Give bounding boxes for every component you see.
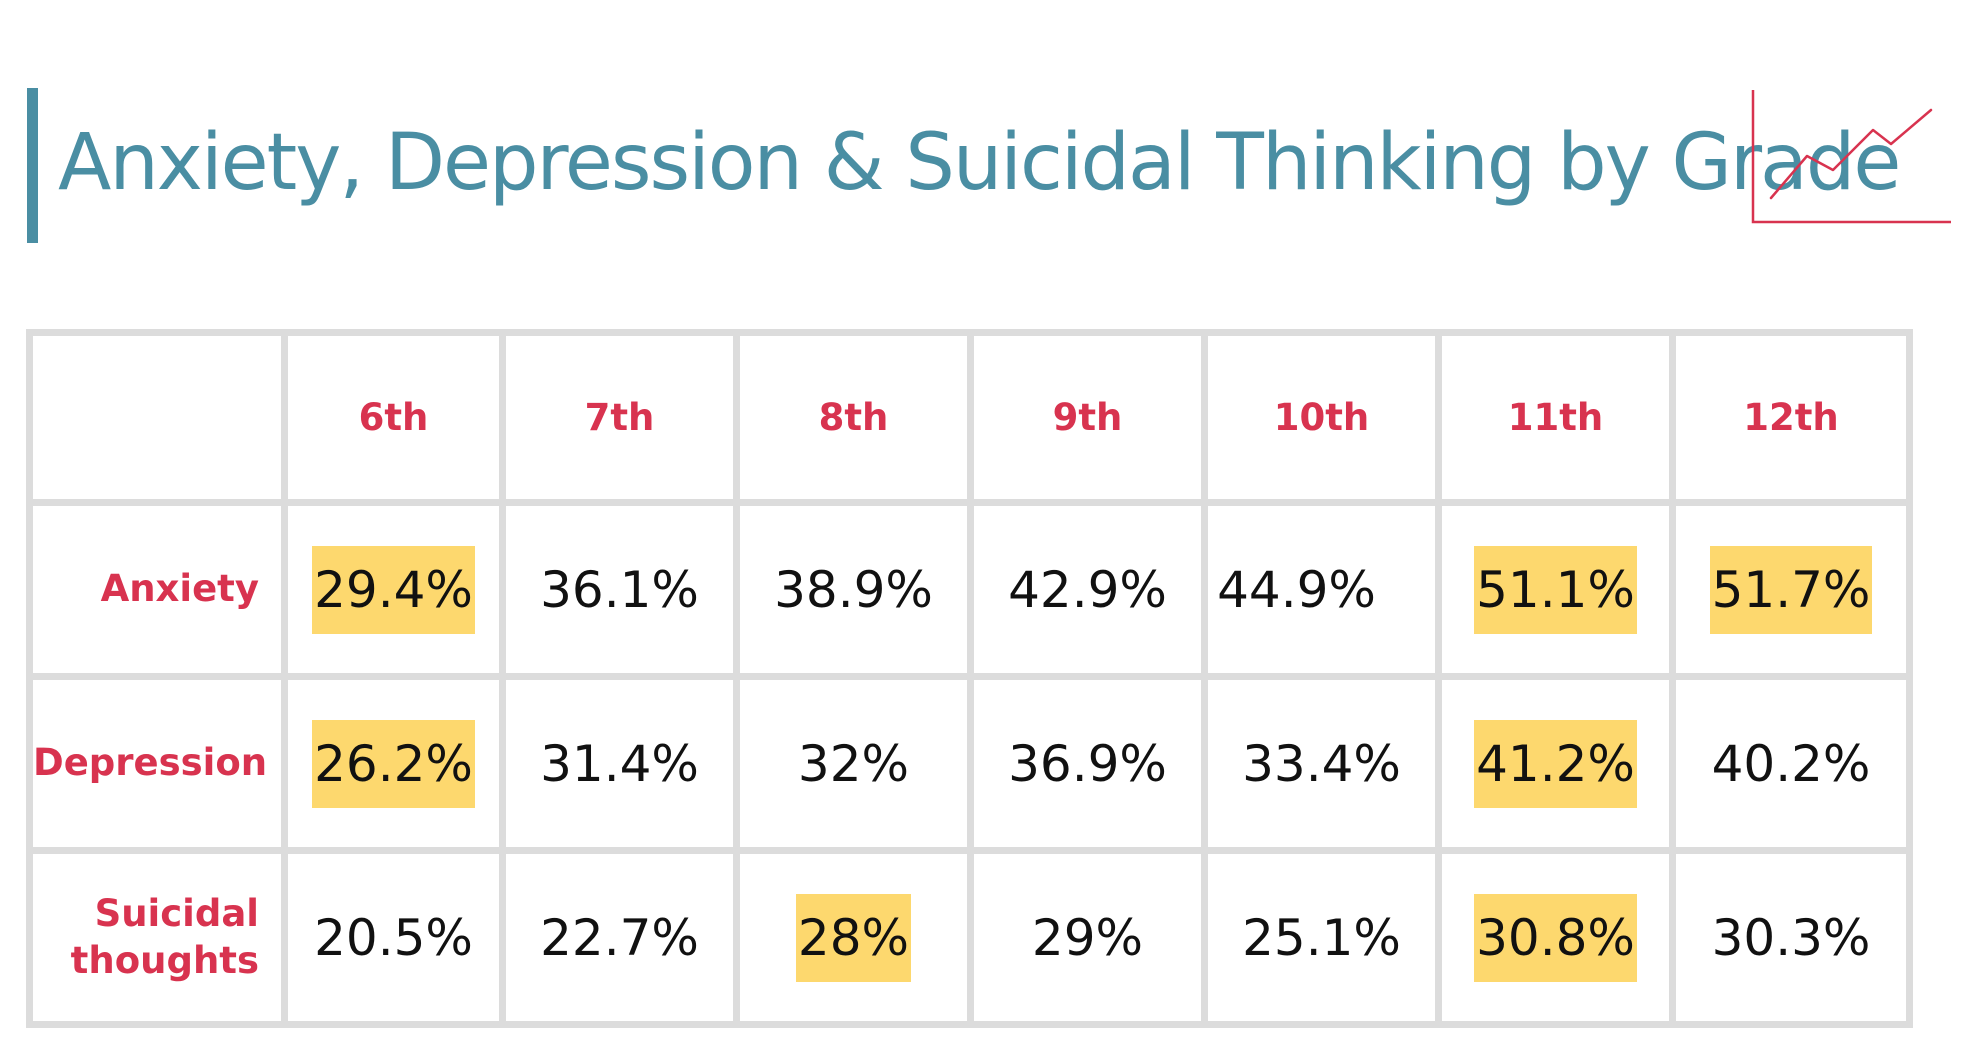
cell-value: 30.3% [1711,908,1871,967]
column-header: 8th [733,329,974,506]
cell-value: 40.2% [1711,734,1871,793]
cell-value: 29% [1031,908,1144,967]
column-header: 7th [499,329,740,506]
cell-value: 41.2% [1474,719,1637,808]
row-label-depression: Depression [26,673,288,854]
row-label-line: thoughts [70,938,259,982]
row-label-line: Suicidal [94,892,259,936]
row-label-suicidal-thoughts: Suicidal thoughts [26,847,288,1028]
data-cell: 36.9% [967,673,1208,854]
data-cell: 30.8% [1435,847,1676,1028]
data-cell: 36.1% [499,499,740,680]
cell-value: 38.9% [774,560,933,619]
cell-value: 26.2% [312,719,475,808]
row-label-anxiety: Anxiety [26,499,288,680]
data-cell: 38.9% [733,499,974,680]
column-header: 10th [1201,329,1442,506]
cell-value: 36.9% [1008,734,1167,793]
cell-value: 25.1% [1242,908,1401,967]
cell-value: 22.7% [540,908,699,967]
data-cell: 32% [733,673,974,854]
data-cell: 41.2% [1435,673,1676,854]
column-header: 6th [281,329,506,506]
cell-value: 31.4% [540,734,699,793]
data-cell: 26.2% [281,673,506,854]
corner-cell [26,329,288,506]
chart-icon-trend-line [1769,108,1933,200]
cell-value: 42.9% [1008,560,1167,619]
data-cell: 51.1% [1435,499,1676,680]
cell-value: 28% [795,893,912,982]
cell-value: 29.4% [312,545,475,634]
cell-value: 32% [797,734,910,793]
chart-icon-axes [1751,90,1951,224]
grade-table: 6th 7th 8th 9th 10th 11th 12th Anxiety 2… [26,329,1913,1028]
cell-value: 30.8% [1474,893,1637,982]
data-cell: 29.4% [281,499,506,680]
data-cell: 42.9% [967,499,1208,680]
data-cell: 40.2% [1669,673,1913,854]
table-row: Depression 26.2% 31.4% 32% 36.9% 33.4% 4… [26,673,1913,854]
data-cell: 25.1% [1201,847,1442,1028]
title-accent-bar [27,88,38,243]
cell-value: 51.7% [1709,545,1873,634]
cell-value: 33.4% [1242,734,1401,793]
data-cell: 28% [733,847,974,1028]
cell-value: 51.1% [1474,545,1637,634]
page-title: Anxiety, Depression & Suicidal Thinking … [58,118,1901,208]
cell-value: 36.1% [540,560,699,619]
table-row: Anxiety 29.4% 36.1% 38.9% 42.9% 44.9% 51… [26,499,1913,680]
line-chart-trend-icon [1751,90,1951,224]
data-cell: 30.3% [1669,847,1913,1028]
table-row: Suicidal thoughts 20.5% 22.7% 28% 29% 25.… [26,847,1913,1028]
data-cell: 51.7% [1669,499,1913,680]
data-cell: 29% [967,847,1208,1028]
grade-table-container: 6th 7th 8th 9th 10th 11th 12th Anxiety 2… [26,329,1913,1028]
data-cell: 22.7% [499,847,740,1028]
column-header: 11th [1435,329,1676,506]
data-cell: 33.4% [1201,673,1442,854]
cell-value: 20.5% [314,908,473,967]
cell-value: 44.9% [1217,560,1376,619]
data-cell: 31.4% [499,673,740,854]
column-header: 12th [1669,329,1913,506]
data-cell: 44.9% [1201,499,1442,680]
header-row: 6th 7th 8th 9th 10th 11th 12th [26,329,1913,506]
data-cell: 20.5% [281,847,506,1028]
column-header: 9th [967,329,1208,506]
